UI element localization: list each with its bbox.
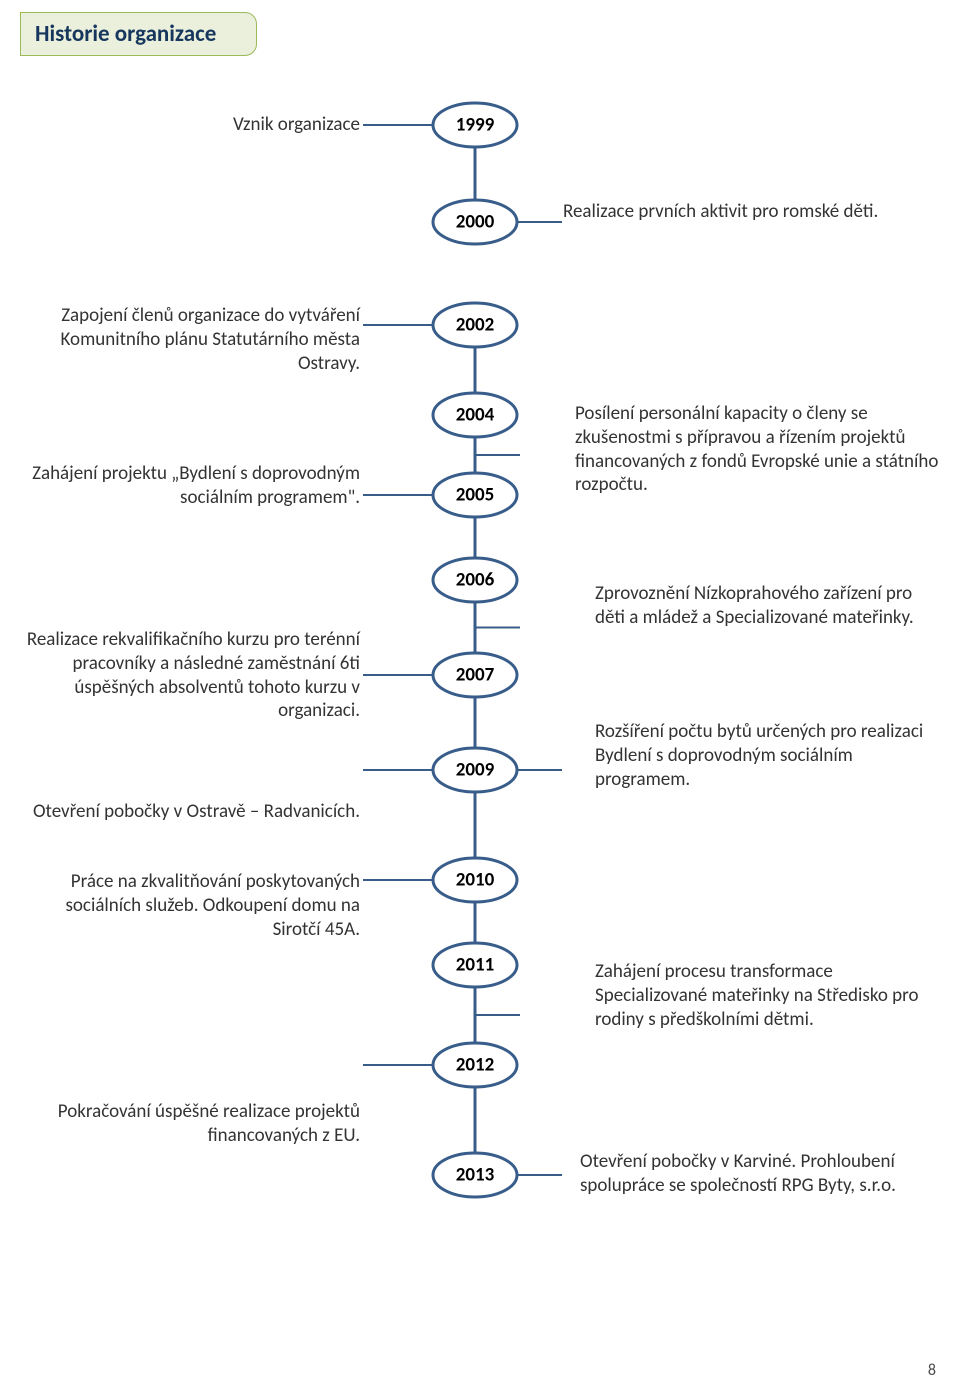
timeline-left-text: Zahájení projektu „Bydlení s doprovodným… (30, 462, 360, 510)
year-label: 2000 (456, 211, 495, 234)
timeline-right-text: Realizace prvních aktivit pro romské dět… (563, 200, 933, 224)
timeline-left-text: Zapojení členů organizace do vytváření K… (30, 304, 360, 375)
year-label: 2007 (456, 664, 495, 687)
year-label: 2009 (456, 759, 495, 782)
timeline-right-text: Rozšíření počtu bytů určených pro realiz… (595, 720, 945, 791)
timeline-left-text: Vznik organizace (30, 113, 360, 137)
timeline-left-text: Otevření pobočky v Ostravě – Radvanicích… (30, 800, 360, 824)
timeline-left-text: Práce na zkvalitňování poskytovaných soc… (30, 870, 360, 941)
timeline-left-text: Realizace rekvalifikačního kurzu pro ter… (15, 628, 360, 723)
year-label: 2013 (456, 1164, 495, 1187)
timeline-right-text: Zahájení procesu transformace Specializo… (595, 960, 945, 1031)
year-label: 2010 (456, 869, 495, 892)
year-label: 2012 (456, 1054, 495, 1077)
timeline-right-text: Zprovoznění Nízkoprahového zařízení pro … (595, 582, 945, 630)
year-label: 2011 (456, 954, 495, 977)
year-label: 2004 (456, 404, 495, 427)
year-label: 2006 (456, 569, 495, 592)
timeline-right-text: Otevření pobočky v Karviné. Prohloubení … (580, 1150, 950, 1198)
year-label: 1999 (456, 114, 495, 137)
year-label: 2005 (456, 484, 495, 507)
timeline-right-text: Posílení personální kapacity o členy se … (575, 402, 945, 497)
page-number: 8 (928, 1361, 936, 1380)
page-root: Historie organizace 19992000200220042005… (0, 0, 960, 1390)
year-label: 2002 (456, 314, 495, 337)
timeline-left-text: Pokračování úspěšné realizace projektů f… (30, 1100, 360, 1148)
